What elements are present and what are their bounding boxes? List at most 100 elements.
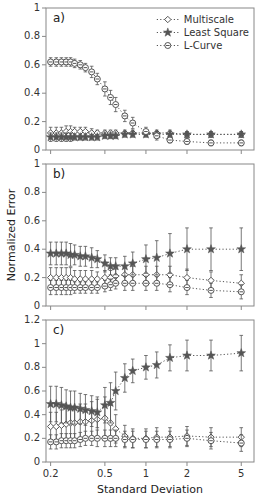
panel: 00.20.40.60.811.20.20.5125c)Standard Dev… xyxy=(24,314,254,496)
data-point xyxy=(94,276,100,282)
error-bar xyxy=(90,431,94,445)
data-point xyxy=(167,437,173,443)
data-point xyxy=(152,253,161,261)
y-tick xyxy=(42,438,46,439)
marker-bar xyxy=(168,140,172,141)
error-bar xyxy=(114,97,118,111)
y-tick-label: 0.4 xyxy=(24,243,40,254)
data-point xyxy=(113,102,119,108)
marker-bar xyxy=(155,283,159,284)
data-point xyxy=(183,130,192,138)
marker-bar xyxy=(209,142,213,143)
marker-ring xyxy=(82,65,88,71)
data-point xyxy=(102,86,108,92)
marker-bar xyxy=(185,141,189,142)
marker-ring xyxy=(184,138,190,144)
error-bar xyxy=(155,431,159,448)
y-tick-label: 0.6 xyxy=(24,59,40,70)
data-point xyxy=(166,249,175,257)
data-point xyxy=(89,285,95,291)
data-point xyxy=(184,138,190,144)
y-tick xyxy=(42,249,46,250)
data-point xyxy=(154,133,160,139)
data-point xyxy=(143,435,149,441)
data-point xyxy=(143,437,149,443)
data-point xyxy=(184,285,190,291)
x-tick xyxy=(186,462,187,466)
marker-bar xyxy=(49,287,53,288)
y-tick-label: 0.6 xyxy=(24,385,40,396)
y-tick xyxy=(42,164,46,165)
y-tick-label: 0.4 xyxy=(24,87,40,98)
data-point xyxy=(130,280,136,286)
panel-label: c) xyxy=(53,323,64,337)
legend: MultiscaleLeast SquareL-Curve xyxy=(157,14,249,51)
y-tick xyxy=(42,64,46,65)
error-bar xyxy=(103,280,107,291)
y-tick-label: 0.4 xyxy=(24,409,40,420)
data-point xyxy=(106,398,115,406)
marker-bar xyxy=(90,287,94,288)
data-point xyxy=(113,435,119,441)
marker-bar xyxy=(155,135,159,136)
data-point xyxy=(143,129,149,135)
panel-label: a) xyxy=(53,11,65,25)
data-point xyxy=(72,60,78,66)
error-bar xyxy=(209,432,213,449)
x-tick-label: 1 xyxy=(143,468,149,479)
marker-bar xyxy=(103,438,107,439)
x-tick-label: 0.5 xyxy=(97,468,113,479)
data-point xyxy=(111,262,120,270)
data-point xyxy=(93,133,102,141)
data-point xyxy=(152,130,161,138)
data-point xyxy=(166,353,175,361)
marker-ring xyxy=(143,129,149,135)
marker-bar xyxy=(168,284,172,285)
error-bar xyxy=(123,276,127,290)
marker-bar xyxy=(73,287,77,288)
data-point xyxy=(184,435,190,441)
y-tick-label: 0.2 xyxy=(24,272,40,283)
plot-frame xyxy=(46,164,254,306)
x-tick-label: 2 xyxy=(184,468,190,479)
marker-ring xyxy=(167,137,173,143)
marker-ring xyxy=(108,94,114,100)
data-point xyxy=(207,245,216,253)
data-point xyxy=(238,140,244,146)
error-bar xyxy=(209,283,213,297)
error-bar xyxy=(90,66,94,77)
marker-bar xyxy=(144,283,148,284)
data-point xyxy=(167,282,173,288)
panel: 00.20.40.60.81a)MultiscaleLeast SquareL-… xyxy=(24,2,254,155)
data-point xyxy=(89,69,95,75)
y-tick xyxy=(42,8,46,9)
error-bar xyxy=(49,435,53,449)
legend-marker xyxy=(165,16,171,22)
data-point xyxy=(89,435,95,441)
data-point xyxy=(93,408,102,416)
x-tick xyxy=(50,150,51,154)
x-tick xyxy=(241,150,242,154)
marker-ring xyxy=(130,120,136,126)
data-point xyxy=(122,437,128,443)
marker-bar xyxy=(209,440,213,441)
y-tick xyxy=(42,462,46,463)
marker-ring xyxy=(238,440,244,446)
error-bar xyxy=(54,435,58,449)
y-tick-label: 0 xyxy=(34,300,40,311)
panel-label: b) xyxy=(53,167,65,181)
data-point xyxy=(154,437,160,443)
y-tick-label: 1 xyxy=(34,338,40,349)
x-axis-label: Standard Deviation xyxy=(97,483,203,496)
marker-bar xyxy=(144,439,148,440)
marker-bar xyxy=(123,283,127,284)
data-point xyxy=(183,245,192,253)
data-point xyxy=(72,285,78,291)
marker-bar xyxy=(168,439,172,440)
plot-area xyxy=(46,58,245,146)
data-point xyxy=(122,280,128,286)
error-bar xyxy=(109,90,113,104)
marker-ring xyxy=(82,435,88,441)
error-bar xyxy=(103,82,107,96)
error-bar xyxy=(123,431,127,448)
